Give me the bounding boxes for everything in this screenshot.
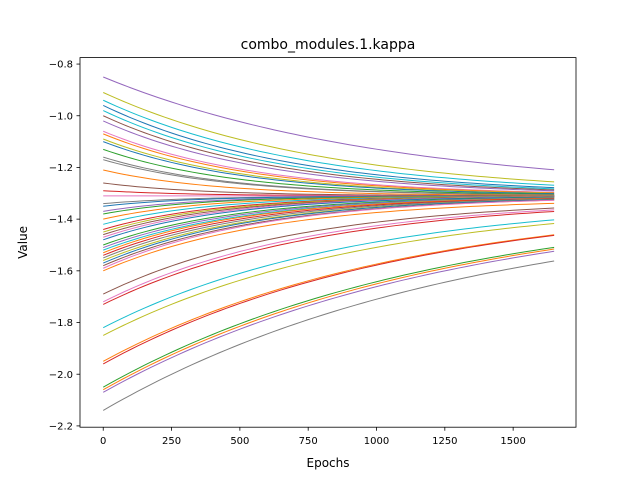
series-line-43 bbox=[103, 210, 555, 305]
x-tick-label: 1500 bbox=[500, 436, 525, 447]
y-tick-label: −1.0 bbox=[49, 111, 73, 122]
x-tick-label: 1000 bbox=[364, 436, 389, 447]
series-line-44 bbox=[103, 219, 555, 329]
plot-frame bbox=[79, 57, 577, 428]
series-line-40 bbox=[103, 202, 555, 272]
series-line-5 bbox=[103, 110, 555, 190]
y-tick-label: −1.4 bbox=[49, 215, 73, 226]
series-line-34 bbox=[103, 198, 555, 256]
series-line-6 bbox=[103, 115, 555, 191]
x-tick-label: 1250 bbox=[432, 436, 457, 447]
series-line-50 bbox=[102, 250, 555, 393]
x-axis: 0 250 500 750 1000 1250 1500 bbox=[100, 427, 526, 447]
y-tick-label: −1.8 bbox=[49, 318, 73, 329]
y-axis: −0.8 −1.0 −1.2 −1.4 −1.6 −1.8 −2.0 −2.2 bbox=[49, 60, 80, 433]
series-line-10 bbox=[103, 138, 555, 194]
y-tick-label: −0.8 bbox=[49, 60, 73, 71]
x-tick-label: 750 bbox=[299, 436, 318, 447]
series-line-14 bbox=[103, 159, 555, 196]
series-line-33 bbox=[103, 197, 555, 254]
x-tick-label: 0 bbox=[100, 436, 106, 447]
y-tick-label: −2.2 bbox=[49, 422, 73, 433]
chart-title: combo_modules.1.kappa bbox=[241, 37, 416, 53]
series-line-49 bbox=[102, 248, 555, 391]
series-line-41 bbox=[103, 207, 555, 295]
series-line-42 bbox=[103, 209, 555, 303]
series-line-29 bbox=[103, 196, 555, 241]
y-tick-label: −2.0 bbox=[49, 370, 73, 381]
series-line-9 bbox=[103, 133, 555, 194]
y-tick-label: −1.2 bbox=[49, 163, 73, 174]
x-tick-label: 250 bbox=[162, 436, 181, 447]
x-tick-label: 500 bbox=[230, 436, 249, 447]
series-line-7 bbox=[103, 120, 555, 192]
series-layer bbox=[102, 76, 555, 411]
series-line-51 bbox=[102, 260, 555, 411]
series-line-15 bbox=[103, 169, 555, 196]
series-line-45 bbox=[103, 222, 555, 336]
series-line-3 bbox=[103, 99, 555, 186]
series-line-46 bbox=[102, 234, 555, 362]
series-line-1 bbox=[103, 76, 555, 171]
y-tick-label: −1.6 bbox=[49, 266, 73, 277]
series-line-48 bbox=[102, 246, 555, 388]
y-axis-label: Value bbox=[16, 226, 30, 259]
series-line-8 bbox=[103, 130, 555, 193]
series-line-2 bbox=[103, 92, 555, 183]
series-line-11 bbox=[103, 141, 555, 195]
series-line-35 bbox=[103, 198, 555, 259]
series-line-4 bbox=[103, 104, 555, 189]
series-line-39 bbox=[103, 199, 555, 269]
x-axis-label: Epochs bbox=[307, 456, 350, 470]
series-line-47 bbox=[102, 234, 555, 365]
series-line-12 bbox=[103, 148, 555, 195]
series-line-37 bbox=[103, 199, 555, 264]
